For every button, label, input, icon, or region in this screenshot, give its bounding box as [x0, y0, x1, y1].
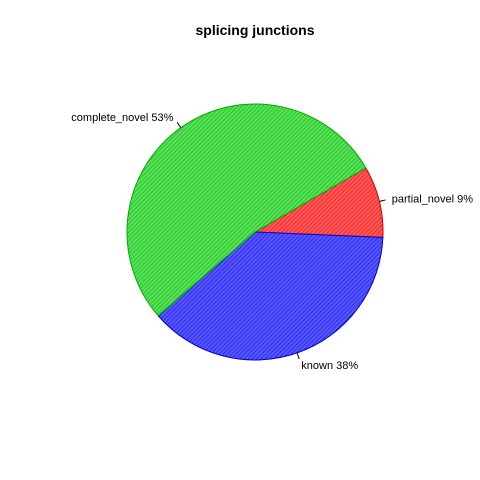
slice-label: partial_novel 9%	[392, 193, 474, 205]
chart-title: splicing junctions	[195, 22, 314, 38]
leader-line	[296, 352, 300, 360]
leader-line	[176, 122, 182, 128]
leader-line	[379, 199, 386, 202]
pie-slices	[126, 103, 384, 361]
slice-label: complete_novel 53%	[71, 112, 173, 124]
slice-label: known 38%	[301, 360, 358, 372]
pie-slice-known	[157, 231, 384, 361]
pie-labels: partial_novel 9% known 38% complete_novel …	[71, 112, 473, 372]
